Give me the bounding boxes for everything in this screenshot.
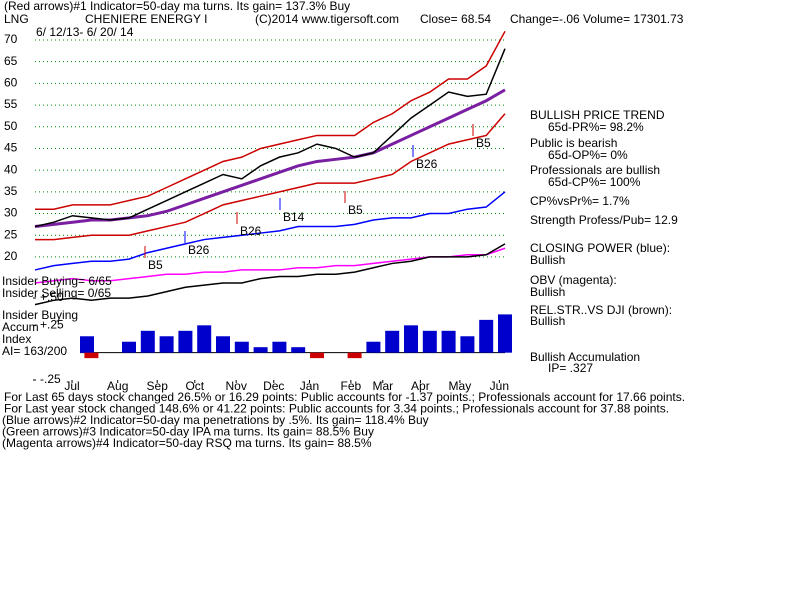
indicator-text: Bullish	[530, 314, 565, 328]
y-tick-label: 60	[4, 76, 18, 90]
bar	[80, 341, 94, 353]
y-tick-label: -.25	[40, 372, 61, 386]
indicator-text: 65d-OP%= 0%	[548, 148, 628, 162]
indicator-text: Public is bearish	[530, 136, 617, 150]
x-tick-label: May	[449, 379, 472, 393]
bar	[385, 330, 400, 353]
footer-line: (Blue arrows)#2 Indicator=50-day ma pene…	[2, 413, 429, 427]
indicator-text: CP%vsPr%= 1.7%	[530, 194, 630, 208]
indicator-text: IP= .327	[548, 361, 593, 375]
annotation: B14	[283, 210, 305, 224]
series-line	[35, 113, 506, 241]
header-line: (Red arrows)#1 Indicator=50-day ma turns…	[4, 0, 350, 13]
bar	[310, 352, 324, 359]
bar	[366, 341, 381, 353]
annotation: B26	[188, 243, 210, 257]
series-line	[34, 243, 506, 306]
copyright: (C)2014 www.tigersoft.com	[255, 12, 399, 26]
y-tick-label: 50	[4, 119, 18, 133]
y-tick-label: 35	[4, 184, 18, 198]
close: Close= 68.54	[420, 12, 491, 26]
x-tick-label: Feb	[340, 379, 361, 393]
insider-label: Insider Selling= 0/65	[2, 286, 111, 300]
bar	[140, 330, 155, 353]
indicator-text: OBV (magenta):	[530, 273, 617, 287]
y-tick-label: 65	[4, 54, 18, 68]
indicator-text: Bullish Accumulation	[530, 350, 640, 364]
series-line	[35, 30, 506, 210]
annotation: B5	[148, 258, 163, 272]
bar	[404, 325, 418, 353]
bar	[422, 330, 437, 353]
indicator-text: Professionals are bullish	[530, 163, 660, 177]
x-tick-label: Jun	[490, 379, 509, 393]
indicator-text: Bullish	[530, 253, 565, 267]
footer-line: For Last year stock changed 148.6% or 41…	[4, 402, 669, 416]
y-tick-label: 70	[4, 32, 18, 46]
indicator-text: REL.STR..VS DJI (brown):	[530, 303, 672, 317]
bar	[272, 341, 287, 353]
annotation: B5	[348, 203, 363, 217]
bar	[122, 341, 136, 353]
bar	[159, 336, 174, 353]
footer-line: (Magenta arrows)#4 Indicator=50-day RSQ …	[2, 436, 372, 450]
x-tick-label: Dec	[263, 379, 284, 393]
y-tick-label: 30	[4, 206, 18, 220]
series-line	[34, 191, 506, 271]
x-tick-label: Apr	[411, 379, 430, 393]
insider-label: AI= 163/200	[2, 344, 67, 358]
y-tick-label: +.25	[40, 318, 64, 332]
bar	[498, 314, 512, 353]
annotation: B26	[416, 157, 438, 171]
series-line	[34, 48, 506, 228]
bar	[460, 336, 475, 353]
insider-label: Accum	[2, 320, 39, 334]
y-tick-label: 25	[4, 227, 18, 241]
x-tick-label: Jul	[64, 379, 79, 393]
indicator-text: Bullish	[530, 285, 565, 299]
indicator-text: CLOSING POWER (blue):	[530, 241, 670, 255]
y-tick-label: 40	[4, 162, 18, 176]
bar	[291, 347, 306, 353]
y-tick-label: 45	[4, 141, 18, 155]
bar	[234, 341, 249, 353]
indicator-text: 65d-PR%= 98.2%	[548, 120, 644, 134]
x-tick-label: Oct	[185, 379, 204, 393]
bar	[216, 336, 230, 353]
date-range: 6/ 12/13- 6/ 20/ 14	[36, 25, 134, 39]
bar	[84, 352, 99, 359]
x-tick-label: Mar	[372, 379, 393, 393]
x-tick-label: Nov	[225, 379, 246, 393]
annotation: B26	[240, 224, 262, 238]
x-tick-label: Sep	[147, 379, 169, 393]
bar	[479, 319, 494, 353]
bar	[253, 347, 268, 353]
x-tick-label: Jan	[300, 379, 319, 393]
y-tick-label: +.50	[40, 290, 64, 304]
company: CHENIERE ENERGY I	[85, 12, 207, 26]
insider-label: Insider Buying= 6/65	[2, 274, 112, 288]
x-tick-label: Aug	[107, 379, 128, 393]
y-tick-label: 20	[4, 249, 18, 263]
annotation: B5	[476, 136, 491, 150]
footer-line: For Last 65 days stock changed 26.5% or …	[4, 390, 685, 404]
bar	[441, 330, 456, 353]
insider-label: Index	[2, 332, 31, 346]
indicator-text: 65d-CP%= 100%	[548, 175, 641, 189]
insider-label: Insider Buying	[2, 308, 78, 322]
bar	[197, 325, 212, 353]
symbol: LNG	[4, 12, 29, 26]
footer-line: (Green arrows)#3 Indicator=50-day IPA ma…	[2, 425, 374, 439]
bar	[347, 352, 362, 359]
indicator-text: Strength Profess/Pub= 12.9	[530, 213, 678, 227]
bar	[178, 330, 193, 353]
change: Change=-.06 Volume= 17301.73	[510, 12, 684, 26]
y-tick-label: 55	[4, 97, 18, 111]
indicator-text: BULLISH PRICE TREND	[530, 108, 665, 122]
